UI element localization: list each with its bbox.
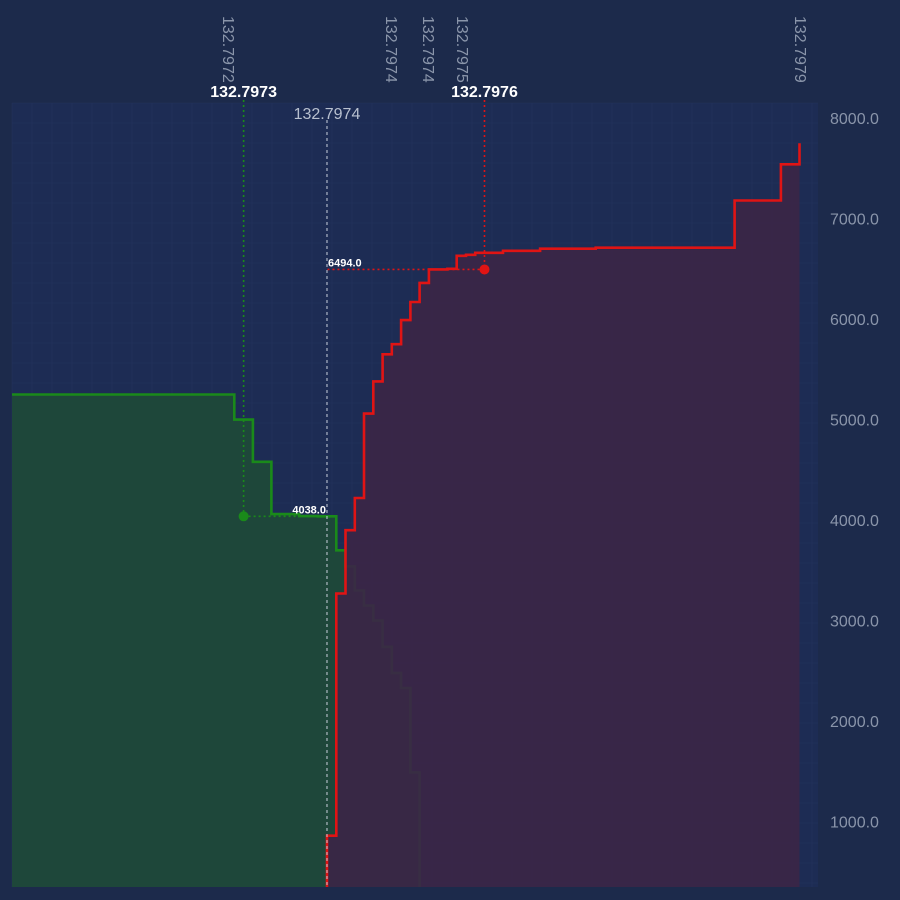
ask-area [327, 143, 800, 887]
x-tick-label: 132.7974 [382, 16, 399, 83]
y-tick-label: 5000.0 [830, 413, 879, 430]
y-tick-label: 1000.0 [830, 815, 879, 832]
bid-area [12, 394, 420, 887]
mid-price-label: 132.7974 [294, 106, 361, 123]
y-tick-label: 4000.0 [830, 513, 879, 530]
y-tick-label: 6000.0 [830, 312, 879, 329]
cursor-1-price-label: 132.7976 [451, 84, 518, 101]
x-tick-label: 132.7972 [219, 16, 236, 83]
y-tick-label: 8000.0 [830, 111, 879, 128]
x-tick-label: 132.7979 [791, 16, 808, 83]
cursor-0-marker[interactable] [238, 511, 249, 522]
cursor-0-price-label: 132.7973 [210, 84, 277, 101]
cursor-1-marker[interactable] [479, 264, 490, 275]
cursor-1-value-label: 6494.0 [328, 257, 362, 269]
x-tick-label: 132.7974 [419, 16, 436, 83]
y-tick-label: 7000.0 [830, 212, 879, 229]
x-tick-label: 132.7975 [453, 16, 470, 83]
ask-depth-line[interactable] [325, 143, 801, 887]
y-tick-label: 3000.0 [830, 614, 879, 631]
cursor-0-value-label: 4038.0 [292, 504, 326, 516]
y-tick-label: 2000.0 [830, 714, 879, 731]
